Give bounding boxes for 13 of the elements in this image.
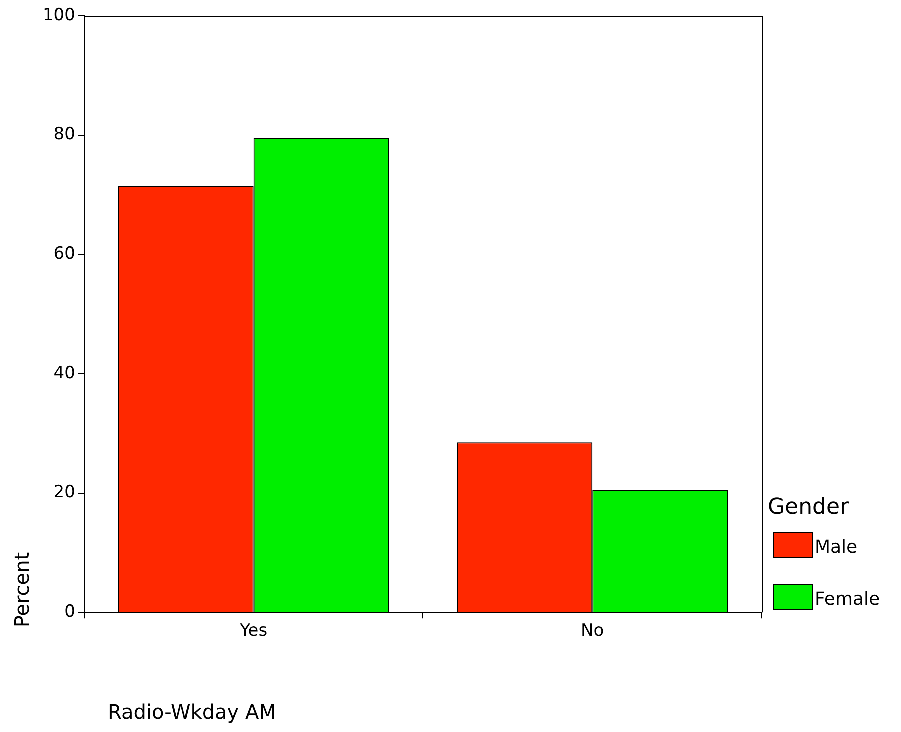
legend-title: Gender xyxy=(768,495,850,520)
legend-label: Male xyxy=(815,537,858,558)
legend-label: Female xyxy=(815,589,880,610)
x-axis-title: Radio-Wkday AM xyxy=(108,700,276,724)
y-axis-title: Percent xyxy=(10,552,34,628)
x-tick-label: Yes xyxy=(239,621,268,642)
y-tick-label: 60 xyxy=(54,244,76,264)
y-tick-label: 100 xyxy=(42,5,76,26)
y-tick-label: 0 xyxy=(64,602,76,622)
y-tick-label: 40 xyxy=(54,363,76,384)
y-tick-label: 20 xyxy=(54,482,76,503)
y-tick-label: 80 xyxy=(54,124,76,145)
x-tick-label: No xyxy=(581,621,604,642)
